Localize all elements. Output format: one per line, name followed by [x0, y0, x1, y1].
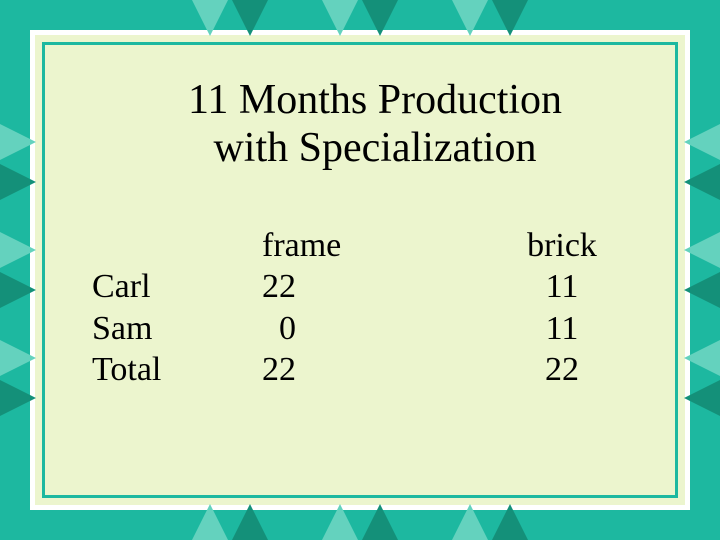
table-header-frame: frame: [262, 225, 492, 266]
table-row: 22: [262, 266, 492, 307]
slide-title: 11 Months Production with Specialization: [90, 76, 660, 173]
table-row: Sam: [92, 308, 262, 349]
slide: 11 Months Production with Specialization…: [0, 0, 720, 540]
table-header-names: [92, 225, 262, 266]
content-area: 11 Months Production with Specialization…: [60, 58, 660, 482]
table-row: Carl: [92, 266, 262, 307]
table-row: 22: [492, 349, 632, 390]
table-row: 11: [492, 266, 632, 307]
table-col-names: Carl Sam Total: [92, 225, 262, 391]
table-header-brick: brick: [492, 225, 632, 266]
title-line-1: 11 Months Production: [90, 76, 660, 124]
title-line-2: with Specialization: [90, 124, 660, 172]
production-table: Carl Sam Total frame 22 0 22 brick 11 11…: [92, 225, 660, 391]
table-row: 0: [262, 308, 492, 349]
table-row: 22: [262, 349, 492, 390]
table-row: Total: [92, 349, 262, 390]
table-row: 11: [492, 308, 632, 349]
table-col-brick: brick 11 11 22: [492, 225, 632, 391]
table-col-frame: frame 22 0 22: [262, 225, 492, 391]
